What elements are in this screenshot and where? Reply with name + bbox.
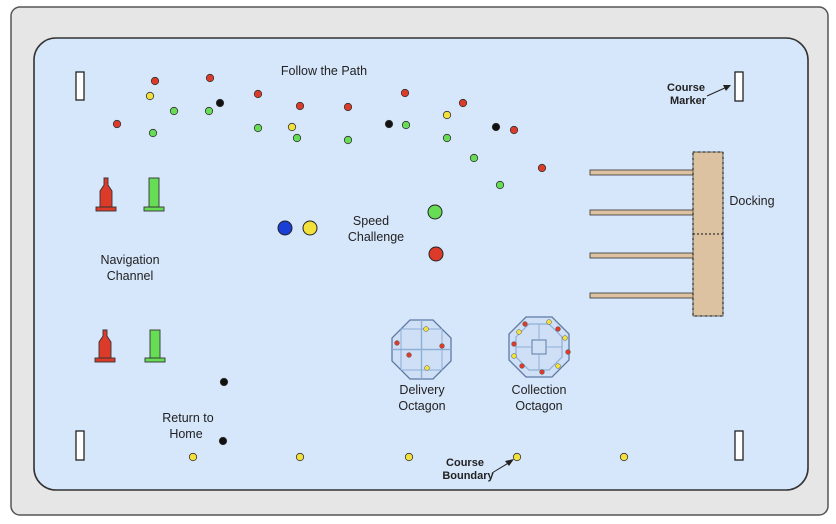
red-buoy xyxy=(150,76,160,86)
red-buoy xyxy=(343,102,353,112)
green-buoy xyxy=(469,153,479,163)
yellow-buoy xyxy=(287,122,297,132)
collection-octagon-label-line2: Octagon xyxy=(515,399,562,413)
red-channel-buoy-icon xyxy=(94,329,116,363)
green-buoy xyxy=(148,128,158,138)
follow-path-buoys xyxy=(112,73,547,190)
black-buoy xyxy=(384,119,394,129)
yellow-buoy xyxy=(302,220,318,236)
course-boundary-label-line2: Boundary xyxy=(442,470,494,482)
speed-challenge-label-line1: Speed xyxy=(353,214,389,228)
red-buoy xyxy=(537,163,547,173)
follow-path-label: Follow the Path xyxy=(281,64,367,78)
delivery-octagon-label-line1: Delivery xyxy=(399,383,445,397)
green-buoy xyxy=(169,106,179,116)
delivery-octagon xyxy=(391,319,452,380)
green-buoy xyxy=(442,133,452,143)
course-marker-post-icon xyxy=(75,430,85,461)
collection-octagon xyxy=(508,316,571,378)
blue-buoy xyxy=(277,220,293,236)
green-buoy xyxy=(253,123,263,133)
docking-label: Docking xyxy=(729,194,774,208)
green-buoy xyxy=(292,133,302,143)
red-buoy xyxy=(400,88,410,98)
red-buoy xyxy=(205,73,215,83)
green-buoy xyxy=(401,120,411,130)
return-home-label-line2: Home xyxy=(169,427,202,441)
black-buoy xyxy=(215,98,225,108)
red-channel-buoy-icon xyxy=(95,177,117,212)
water-area xyxy=(33,37,809,491)
delivery-octagon-label-line2: Octagon xyxy=(398,399,445,413)
dock-pier xyxy=(589,292,696,299)
dock-pier xyxy=(589,209,696,216)
course-marker-arrow xyxy=(706,85,731,97)
course-marker-post-icon xyxy=(734,430,744,461)
yellow-buoy xyxy=(442,110,452,120)
green-buoy xyxy=(427,204,443,220)
speed-challenge-label-line2: Challenge xyxy=(348,230,404,244)
return-home-label-line1: Return to xyxy=(162,411,213,425)
green-buoy xyxy=(495,180,505,190)
course-boundary-arrow xyxy=(491,459,514,474)
collection-octagon-label-line1: Collection xyxy=(512,383,567,397)
red-buoy xyxy=(112,119,122,129)
course-marker-post-icon xyxy=(75,71,85,101)
navigation-channel-label-line2: Channel xyxy=(107,269,154,283)
docking-area xyxy=(589,151,724,317)
black-buoy xyxy=(218,436,228,446)
navigation-channel-label-line1: Navigation xyxy=(100,253,159,267)
green-buoy xyxy=(343,135,353,145)
course-boundary-label-line1: Course xyxy=(446,457,484,469)
course-marker-label-line1: Course xyxy=(667,82,705,94)
red-buoy xyxy=(295,101,305,111)
yellow-buoy xyxy=(145,91,155,101)
course-boundary-buoys xyxy=(188,452,629,462)
dock-pier xyxy=(589,169,696,176)
black-buoy xyxy=(219,377,229,387)
dock-pier xyxy=(589,252,696,259)
black-buoy xyxy=(491,122,501,132)
green-channel-buoy-icon xyxy=(144,329,166,363)
red-buoy xyxy=(253,89,263,99)
red-buoy xyxy=(458,98,468,108)
green-buoy xyxy=(204,106,214,116)
green-channel-buoy-icon xyxy=(143,177,165,212)
red-buoy xyxy=(509,125,519,135)
red-buoy xyxy=(428,246,444,262)
course-marker-post-icon xyxy=(734,71,744,102)
course-marker-label-line2: Marker xyxy=(670,95,707,107)
